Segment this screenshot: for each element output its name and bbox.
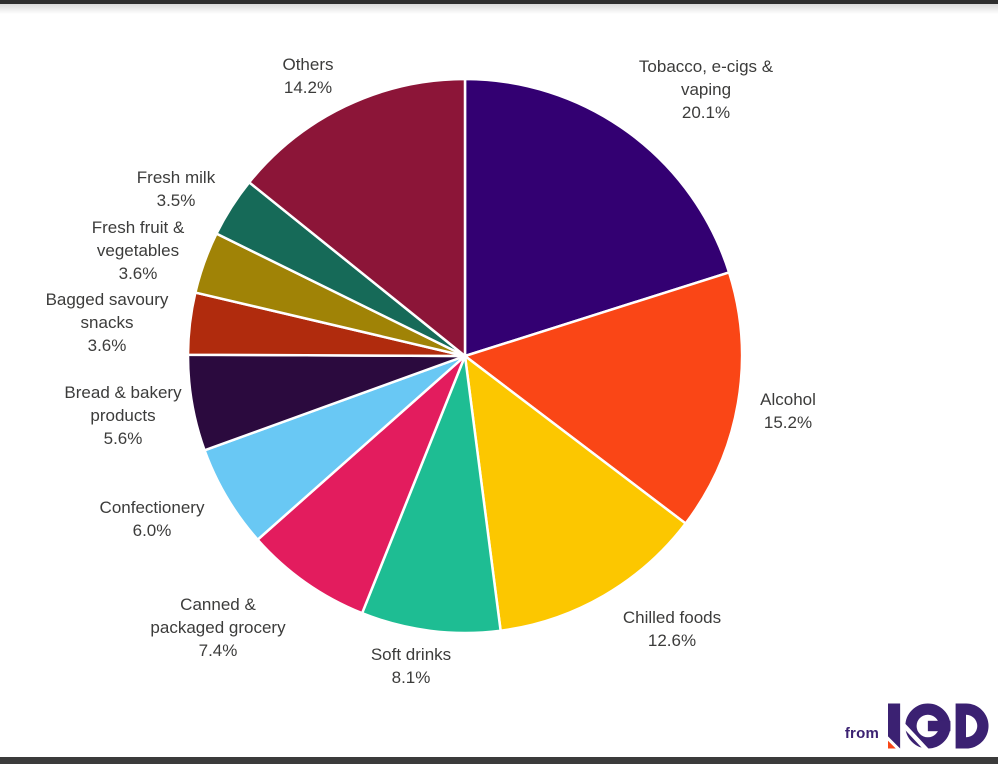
slice-percent: 12.6% (647, 631, 697, 650)
slice-label-text: Fresh milk (136, 168, 216, 187)
slice-percent: 5.6% (103, 429, 143, 448)
slice-percent: 8.1% (391, 668, 431, 687)
slice-label-bread-bakery: Bread & bakery products 5.6% (64, 381, 181, 450)
slice-label-text: Soft drinks (370, 645, 452, 664)
pie-slice-others (247, 77, 467, 358)
slice-label-bagged-savoury-snacks: Bagged savoury snacks 3.6% (46, 288, 169, 357)
slice-label-chilled-foods: Chilled foods 12.6% (623, 606, 721, 652)
brand-from-label: from (844, 724, 879, 742)
slice-label-text: Canned & packaged grocery (150, 595, 286, 637)
slice-label-text: Confectionery (99, 498, 205, 517)
slice-label-alcohol: Alcohol 15.2% (760, 388, 816, 434)
top-border-bar (0, 0, 998, 4)
pie-slice-alcohol (463, 271, 744, 525)
slice-label-fresh-milk: Fresh milk 3.5% (137, 166, 215, 212)
slice-percent: 20.1% (681, 103, 731, 122)
slice-label-text: Chilled foods (622, 608, 722, 627)
slice-label-text: Alcohol (760, 390, 816, 409)
pie-slice-tobacco-e-cigs-vaping (463, 77, 731, 358)
slice-label-text: Bread & bakery products (64, 383, 182, 425)
igd-logo-icon (888, 703, 989, 753)
slice-percent: 6.0% (132, 521, 172, 540)
pie-slice-soft-drinks (360, 354, 502, 635)
pie-slice-canned-packaged-grocery (256, 354, 467, 615)
slice-label-confectionery: Confectionery 6.0% (100, 496, 205, 542)
pie-slice-chilled-foods (463, 354, 687, 632)
slice-percent: 14.2% (283, 78, 333, 97)
slice-label-others: Others 14.2% (282, 53, 333, 99)
slice-percent: 7.4% (198, 641, 238, 660)
slice-percent: 3.5% (156, 191, 196, 210)
slice-label-fresh-fruit-vegetables: Fresh fruit & vegetables 3.6% (92, 216, 185, 285)
bottom-border-bar (0, 757, 998, 764)
slice-label-text: Fresh fruit & vegetables (91, 218, 185, 260)
slice-label-canned-packaged-grocery: Canned & packaged grocery 7.4% (150, 593, 285, 662)
slice-label-text: Others (282, 55, 334, 74)
slice-label-tobacco: Tobacco, e-cigs & vaping 20.1% (639, 55, 773, 124)
slice-percent: 15.2% (763, 413, 813, 432)
slice-percent: 3.6% (87, 336, 127, 355)
igd-brand-lockup: from (845, 699, 992, 753)
slice-label-text: Tobacco, e-cigs & vaping (638, 57, 774, 99)
slice-label-text: Bagged savoury snacks (45, 290, 169, 332)
slice-percent: 3.6% (118, 264, 158, 283)
slice-label-soft-drinks: Soft drinks 8.1% (371, 643, 451, 689)
top-border-shadow (0, 4, 998, 14)
